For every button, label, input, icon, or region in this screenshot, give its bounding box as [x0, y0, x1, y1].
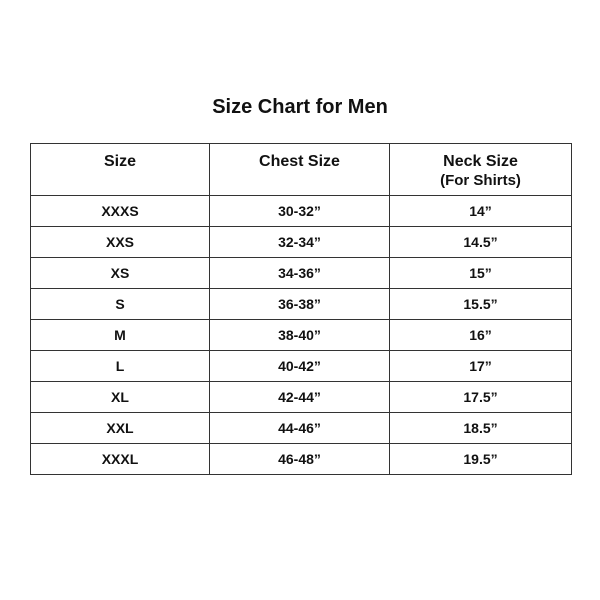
header-label: Chest Size — [259, 153, 340, 170]
header-label: Size — [103, 153, 136, 170]
neck-size-cell: 14.5” — [389, 226, 572, 258]
table-row: XS 34-36” 15” — [30, 257, 572, 289]
neck-size-cell: 16” — [389, 319, 572, 351]
table-row: XL 42-44” 17.5” — [30, 381, 572, 413]
chest-size-cell: 36-38” — [209, 288, 390, 320]
table-row: XXL 44-46” 18.5” — [30, 412, 572, 444]
chest-size-cell: 42-44” — [209, 381, 390, 413]
neck-size-cell: 18.5” — [389, 412, 572, 444]
page-title: Size Chart for Men — [212, 96, 388, 118]
chest-size-cell: 44-46” — [209, 412, 390, 444]
chest-size-cell: 46-48” — [209, 443, 390, 475]
size-cell: S — [30, 288, 210, 320]
size-cell: XXXL — [30, 443, 210, 475]
size-cell: XXS — [30, 226, 210, 258]
chest-size-cell: 34-36” — [209, 257, 390, 289]
size-cell: XXXS — [30, 195, 210, 227]
chest-size-cell: 32-34” — [209, 226, 390, 258]
header-row: Size Chest Size Neck Size (For Shirts) — [30, 143, 572, 196]
table-row: XXXS 30-32” 14” — [30, 195, 572, 227]
neck-size-cell: 15.5” — [389, 288, 572, 320]
table-row: L 40-42” 17” — [30, 350, 572, 382]
size-cell: XXL — [30, 412, 210, 444]
table-row: XXS 32-34” 14.5” — [30, 226, 572, 258]
header-chest-size: Chest Size — [209, 143, 390, 196]
chest-size-cell: 38-40” — [209, 319, 390, 351]
header-neck-size: Neck Size (For Shirts) — [389, 143, 572, 196]
size-cell: L — [30, 350, 210, 382]
size-chart-table: Size Chest Size Neck Size (For Shirts) XX… — [30, 143, 572, 475]
header-subtitle: (For Shirts) — [440, 172, 521, 189]
table-row: XXXL 46-48” 19.5” — [30, 443, 572, 475]
header-label: Neck Size — [443, 153, 518, 170]
neck-size-cell: 15” — [389, 257, 572, 289]
neck-size-cell: 17” — [389, 350, 572, 382]
neck-size-cell: 17.5” — [389, 381, 572, 413]
neck-size-cell: 14” — [389, 195, 572, 227]
size-cell: XS — [30, 257, 210, 289]
table-row: M 38-40” 16” — [30, 319, 572, 351]
chest-size-cell: 30-32” — [209, 195, 390, 227]
header-size: Size — [30, 143, 210, 196]
chest-size-cell: 40-42” — [209, 350, 390, 382]
neck-size-cell: 19.5” — [389, 443, 572, 475]
table-row: S 36-38” 15.5” — [30, 288, 572, 320]
size-cell: XL — [30, 381, 210, 413]
size-cell: M — [30, 319, 210, 351]
